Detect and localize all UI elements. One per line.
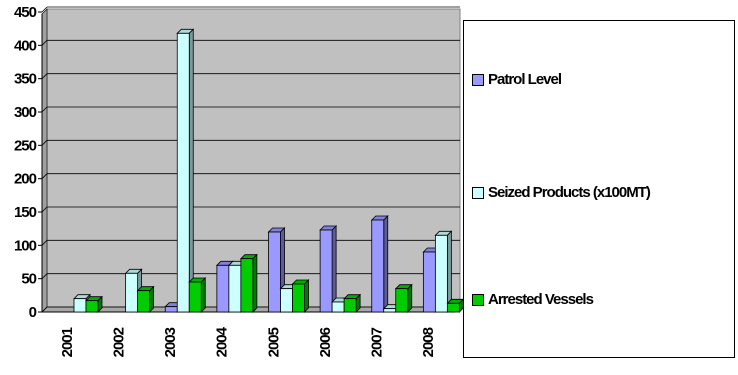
gridline-side-50 [41, 273, 48, 279]
y-tick-label-400: 400 [14, 37, 37, 54]
y-tick-label-250: 250 [14, 137, 37, 154]
y-tick-label-50: 50 [21, 271, 36, 288]
x-tick-label-2008: 2008 [420, 327, 437, 357]
bar-2008-1 [434, 230, 453, 313]
bar-2003-1 [176, 28, 195, 313]
bar-front-2007-1 [383, 308, 397, 313]
bar-front-2007-2 [395, 288, 409, 313]
bar-side-2005-2 [304, 279, 309, 313]
gridline-side-100 [41, 240, 48, 246]
bar-front-2003-2 [188, 281, 202, 313]
bar-side-2004-2 [252, 253, 258, 313]
bar-2007-0 [370, 215, 389, 313]
gridline-side-150 [41, 206, 48, 213]
bar-2006-0 [319, 225, 338, 313]
bar-front-2004-1 [228, 264, 242, 313]
legend-label-arrested-vessels: Arrested Vessels [488, 291, 594, 308]
x-tick-label-2007: 2007 [369, 327, 386, 357]
bar-front-2002-2 [137, 290, 151, 313]
legend: Patrol Level Seized Products (x100MT) Ar… [463, 20, 735, 358]
gridline-side-250 [41, 140, 48, 146]
bar-front-2008-1 [434, 234, 448, 313]
gridline-side-350 [41, 73, 48, 79]
gridline-side-300 [41, 106, 48, 113]
legend-swatch-patrol-level [472, 73, 484, 86]
y-tick-label-0: 0 [29, 304, 37, 321]
bar-2007-2 [394, 283, 413, 313]
bar-front-2001-2 [85, 300, 99, 313]
x-tick-label-2002: 2002 [110, 327, 127, 357]
bar-front-2006-2 [343, 298, 357, 313]
legend-swatch-arrested-vessels [472, 293, 484, 306]
bar-front-2008-2 [446, 302, 460, 313]
plot-side-wall [41, 8, 48, 313]
bar-front-2005-1 [280, 288, 293, 313]
legend-label-seized-products: Seized Products (x100MT) [488, 184, 651, 201]
bar-front-2005-2 [292, 283, 305, 313]
legend-item-arrested-vessels: Arrested Vessels [472, 291, 594, 308]
bar-front-2004-2 [240, 258, 254, 313]
bar-2008-2 [446, 298, 465, 313]
bar-front-2006-1 [331, 301, 345, 313]
gridline-side-400 [41, 40, 48, 46]
bar-2003-2 [188, 277, 207, 313]
bar-side-2007-2 [407, 283, 413, 313]
bar-2004-2 [239, 253, 258, 313]
bar-2005-2 [291, 279, 310, 313]
x-tick-label-2003: 2003 [162, 327, 179, 357]
y-tick-label-450: 450 [14, 4, 37, 21]
bar-front-2001-1 [73, 298, 87, 313]
bar-front-2002-1 [125, 272, 139, 313]
bar-2006-2 [343, 293, 362, 313]
bar-side-2003-1 [188, 28, 194, 313]
bar-front-2003-0 [164, 306, 178, 313]
legend-swatch-seized-products [472, 186, 484, 199]
legend-label-patrol-level: Patrol Level [488, 71, 562, 88]
x-tick-label-2005: 2005 [265, 327, 282, 357]
bar-front-2008-0 [422, 251, 436, 313]
gridline-side-200 [41, 173, 48, 179]
x-tick-label-2001: 2001 [59, 327, 76, 357]
y-tick-label-300: 300 [14, 104, 37, 121]
legend-item-patrol-level: Patrol Level [472, 71, 562, 88]
bar-side-2003-2 [200, 277, 206, 313]
bar-front-2004-0 [216, 264, 230, 313]
y-tick-label-150: 150 [14, 204, 37, 221]
bar-side-2007-0 [383, 215, 389, 313]
x-tick-label-2006: 2006 [317, 327, 334, 357]
x-tick-label-2004: 2004 [214, 326, 231, 357]
gridline-side-450 [41, 6, 48, 13]
bar-2002-2 [136, 285, 155, 313]
bar-front-2006-0 [319, 229, 333, 313]
bar-front-2005-0 [268, 231, 281, 313]
bar-side-2002-2 [149, 285, 155, 313]
y-tick-label-100: 100 [14, 237, 37, 254]
y-tick-label-350: 350 [14, 71, 37, 88]
bar-front-2007-0 [371, 219, 385, 313]
bar-front-2003-1 [176, 32, 190, 313]
gridline-side-0 [41, 306, 48, 313]
legend-item-seized-products: Seized Products (x100MT) [472, 184, 651, 201]
y-tick-label-200: 200 [14, 171, 37, 188]
bar-2001-2 [85, 295, 103, 313]
